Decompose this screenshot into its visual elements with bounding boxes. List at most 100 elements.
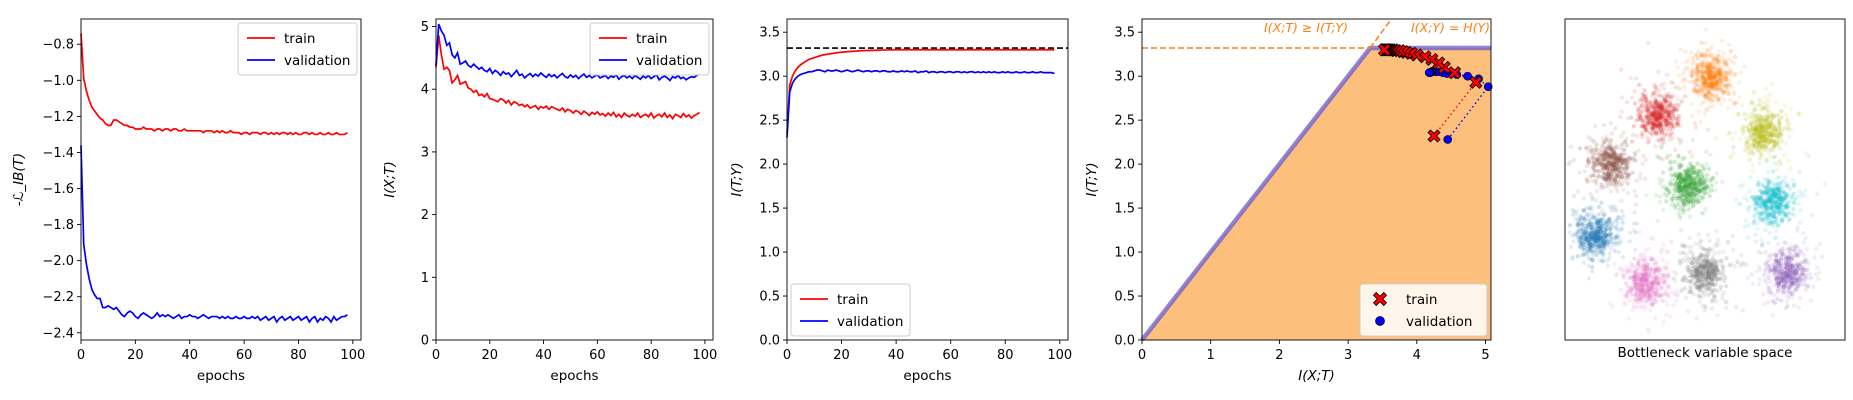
cluster-point: [1685, 172, 1690, 178]
cluster-point: [1708, 47, 1713, 52]
cluster-point: [1758, 203, 1764, 208]
cluster-point: [1780, 210, 1786, 215]
cluster-point: [1768, 205, 1773, 211]
cluster-point: [1672, 202, 1677, 208]
cluster-point: [1658, 124, 1663, 129]
cluster-point: [1687, 195, 1692, 200]
cluster-point: [1594, 221, 1600, 227]
cluster-point: [1605, 242, 1610, 248]
cluster-point: [1757, 114, 1763, 120]
cluster-point: [1755, 139, 1760, 145]
cluster-point: [1725, 64, 1730, 69]
cluster-point: [1690, 186, 1696, 191]
cluster-point: [1775, 222, 1781, 227]
cluster-point: [1745, 125, 1750, 130]
cluster-point: [1686, 184, 1691, 189]
cluster-point: [1697, 182, 1703, 187]
cluster-point: [1662, 81, 1667, 87]
cluster-point: [1657, 194, 1663, 199]
cluster-point: [1595, 173, 1601, 178]
cluster-point: [1680, 198, 1685, 204]
cluster-point: [1754, 127, 1759, 133]
cluster-point: [1676, 188, 1682, 193]
cluster-point: [1619, 142, 1625, 147]
cluster-point: [1599, 217, 1605, 222]
cluster-point: [1637, 105, 1642, 110]
cluster-point: [1772, 127, 1778, 133]
cluster-point: [1679, 162, 1684, 168]
cluster-point: [1661, 242, 1666, 247]
cluster-point: [1573, 212, 1578, 217]
cluster-point: [1593, 151, 1598, 156]
cluster-point: [1761, 126, 1766, 132]
cluster-point: [1702, 185, 1708, 190]
cluster-point: [1696, 195, 1702, 200]
cluster-point: [1681, 182, 1686, 187]
cluster-point: [1776, 184, 1781, 189]
cluster-point: [1652, 116, 1657, 122]
x-tick-label: 0: [77, 348, 85, 363]
cluster-point: [1776, 210, 1781, 215]
cluster-point: [1783, 175, 1788, 180]
cluster-point: [1768, 206, 1774, 211]
cluster-point: [1603, 149, 1608, 154]
cluster-point: [1605, 184, 1611, 189]
cluster-point: [1596, 204, 1602, 210]
cluster-point: [1696, 77, 1701, 82]
cluster-point: [1640, 285, 1646, 290]
cluster-point: [1707, 66, 1712, 72]
cluster-point: [1755, 123, 1760, 128]
cluster-point: [1592, 230, 1598, 235]
cluster-point: [1615, 242, 1620, 247]
cluster-point: [1639, 130, 1644, 135]
cluster-point: [1706, 83, 1711, 88]
cluster-point: [1699, 40, 1704, 46]
cluster-point: [1644, 113, 1649, 118]
cluster-point: [1614, 179, 1620, 185]
cluster-point: [1640, 161, 1645, 167]
cluster-point: [1797, 189, 1802, 194]
cluster-point: [1659, 105, 1665, 110]
cluster-point: [1782, 125, 1788, 131]
cluster-point: [1680, 204, 1685, 209]
cluster-point: [1765, 124, 1770, 130]
cluster-point: [1677, 181, 1682, 186]
cluster-point: [1608, 121, 1614, 126]
cluster-point: [1707, 83, 1713, 88]
cluster-point: [1774, 128, 1779, 133]
cluster-point: [1566, 162, 1571, 167]
cluster-point: [1782, 202, 1788, 208]
cluster-point: [1783, 192, 1789, 198]
cluster-point: [1665, 107, 1670, 112]
cluster-point: [1769, 82, 1775, 87]
cluster-point: [1591, 221, 1597, 227]
cluster-point: [1769, 110, 1774, 116]
cluster-point: [1767, 206, 1772, 212]
cluster-point: [1603, 156, 1608, 161]
cluster-point: [1780, 180, 1786, 185]
cluster-point: [1706, 95, 1711, 101]
cluster-point: [1764, 116, 1770, 122]
cluster-point: [1758, 130, 1764, 136]
cluster-point: [1776, 205, 1781, 210]
cluster-point: [1772, 191, 1777, 196]
cluster-point: [1608, 161, 1613, 167]
cluster-point: [1779, 137, 1785, 143]
cluster-point: [1738, 136, 1743, 141]
cluster-point: [1627, 275, 1633, 281]
cluster-point: [1593, 218, 1599, 223]
cluster-point: [1786, 218, 1791, 223]
cluster-point: [1705, 185, 1711, 191]
cluster-point: [1655, 124, 1660, 130]
cluster-point: [1664, 118, 1669, 123]
cluster-point: [1773, 216, 1779, 222]
cluster-point: [1706, 76, 1712, 82]
cluster-point: [1778, 200, 1783, 206]
cluster-point: [1763, 124, 1768, 130]
cluster-point: [1583, 223, 1588, 228]
cluster-point: [1605, 180, 1610, 185]
cluster-point: [1765, 132, 1770, 138]
cluster-point: [1769, 116, 1775, 122]
cluster-point: [1709, 84, 1715, 90]
cluster-point: [1651, 122, 1656, 127]
